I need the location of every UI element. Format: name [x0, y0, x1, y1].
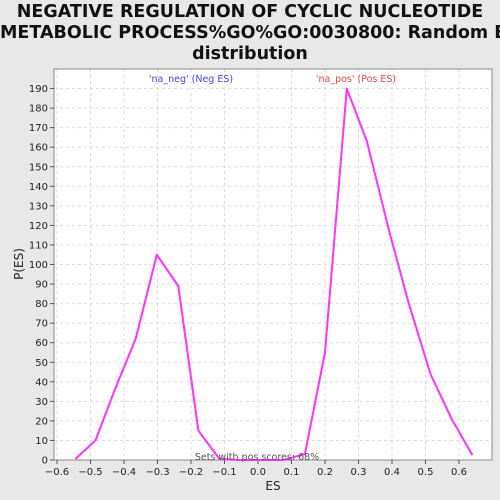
y-tick-label: 80	[35, 299, 48, 310]
chart-title: NEGATIVE REGULATION OF CYCLIC NUCLEOTIDE…	[0, 2, 500, 65]
x-tick-label: −0.2	[179, 467, 203, 478]
chart-title-line-2: METABOLIC PROCESS%GO%GO:0030800: Random …	[0, 23, 500, 43]
x-tick-label: 0.2	[317, 467, 333, 478]
x-axis-label: ES	[265, 479, 280, 493]
y-tick-label: 130	[29, 201, 48, 212]
y-tick-label: 160	[29, 143, 48, 154]
y-tick-label: 180	[29, 104, 48, 115]
y-tick-label: 50	[35, 358, 48, 369]
y-tick-label: 70	[35, 319, 48, 330]
neg-es-label: 'na_neg' (Neg ES)	[149, 74, 233, 85]
y-tick-label: 190	[29, 84, 48, 95]
chart-title-line-1: NEGATIVE REGULATION OF CYCLIC NUCLEOTIDE	[16, 2, 484, 22]
y-tick-label: 150	[29, 162, 48, 173]
x-tick-label: −0.4	[112, 467, 136, 478]
y-tick-label: 170	[29, 123, 48, 134]
series	[74, 87, 474, 461]
y-tick-label: 20	[35, 416, 48, 427]
y-tick-label: 110	[29, 240, 48, 251]
axes: −0.6 −0.5 −0.4 −0.3 −0.2 −0.1 0.0 0.1 0.2 0.3 0.4 0…	[29, 84, 467, 478]
x-tick-label: 0.5	[418, 467, 434, 478]
x-tick-label: 0.6	[451, 467, 467, 478]
pos-scores-footer: Sets with pos scores: 68%	[195, 452, 319, 463]
x-tick-label: 0.3	[351, 467, 367, 478]
y-tick-label: 140	[29, 182, 48, 193]
y-tick-label: 10	[35, 436, 48, 447]
x-tick-label: 0.4	[384, 467, 400, 478]
x-tick-label: −0.5	[78, 467, 102, 478]
y-axis-label: P(ES)	[12, 248, 26, 280]
y-tick-label: 120	[29, 221, 48, 232]
pos-es-label: 'na_pos' (Pos ES)	[316, 74, 396, 85]
y-tick-label: 30	[35, 397, 48, 408]
y-tick-label: 40	[35, 377, 48, 388]
y-tick-label: 90	[35, 280, 48, 291]
y-tick-label: 60	[35, 338, 48, 349]
x-tick-label: −0.3	[145, 467, 169, 478]
x-tick-label: −0.6	[45, 467, 69, 478]
x-tick-label: 0.0	[250, 467, 266, 478]
y-tick-label: 100	[29, 260, 48, 271]
chart-title-line-3: distribution	[192, 44, 308, 64]
y-tick-label: 0	[42, 456, 48, 467]
x-tick-label: 0.1	[284, 467, 300, 478]
x-tick-label: −0.1	[212, 467, 236, 478]
es-distribution-line	[74, 87, 474, 461]
